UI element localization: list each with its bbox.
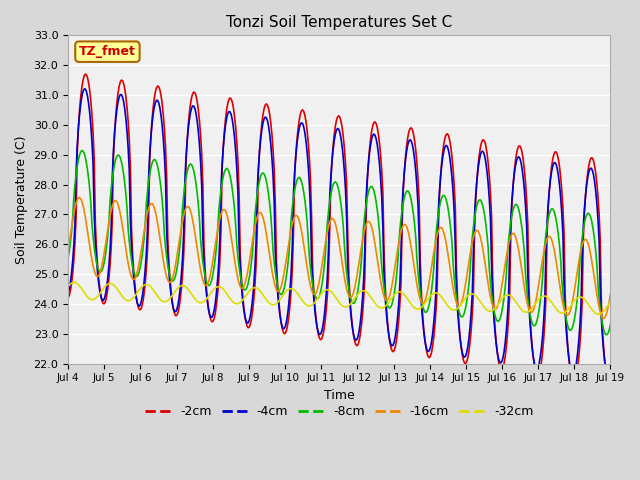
-4cm (464, 344, 472, 349)
-16cm (607, 291, 614, 297)
Line: -2cm: -2cm (68, 74, 611, 387)
Title: Tonzi Soil Temperatures Set C: Tonzi Soil Temperatures Set C (226, 15, 452, 30)
-2cm (81, 72, 89, 77)
-8cm (464, 291, 472, 297)
-32cm (558, 310, 566, 316)
-4cm (395, 300, 403, 306)
-4cm (607, 375, 614, 381)
-32cm (234, 301, 242, 307)
-2cm (558, 187, 566, 193)
-8cm (369, 185, 376, 191)
Legend: -2cm, -4cm, -8cm, -16cm, -32cm: -2cm, -4cm, -8cm, -16cm, -32cm (140, 400, 538, 423)
-2cm (607, 384, 614, 390)
-32cm (70, 279, 77, 285)
-8cm (64, 254, 72, 260)
-16cm (294, 215, 302, 220)
-4cm (558, 210, 566, 216)
Text: TZ_fmet: TZ_fmet (79, 45, 136, 58)
-16cm (395, 240, 403, 246)
Line: -4cm: -4cm (68, 89, 611, 380)
-2cm (234, 159, 242, 165)
-2cm (369, 123, 376, 129)
-2cm (294, 127, 302, 132)
-2cm (64, 295, 72, 300)
-16cm (234, 276, 242, 282)
-32cm (294, 291, 302, 297)
-32cm (395, 289, 403, 295)
-8cm (395, 242, 403, 248)
-8cm (607, 322, 614, 327)
-4cm (369, 132, 376, 138)
-4cm (234, 191, 242, 197)
X-axis label: Time: Time (324, 389, 355, 402)
-32cm (64, 284, 72, 289)
-4cm (294, 132, 302, 138)
-16cm (369, 228, 376, 234)
-16cm (64, 247, 72, 252)
Line: -8cm: -8cm (68, 151, 611, 335)
-8cm (604, 332, 611, 337)
-8cm (234, 254, 242, 260)
Line: -32cm: -32cm (68, 282, 611, 314)
-16cm (558, 295, 566, 300)
-8cm (294, 175, 302, 181)
-2cm (464, 355, 472, 361)
-8cm (558, 277, 566, 283)
-32cm (594, 312, 602, 317)
-32cm (607, 299, 614, 305)
-8cm (78, 148, 86, 154)
-4cm (64, 290, 72, 296)
-4cm (81, 86, 89, 92)
-16cm (600, 315, 607, 321)
-2cm (395, 317, 403, 323)
-16cm (76, 194, 83, 200)
-32cm (369, 297, 376, 303)
-16cm (464, 266, 472, 272)
Y-axis label: Soil Temperature (C): Soil Temperature (C) (15, 135, 28, 264)
Line: -16cm: -16cm (68, 197, 611, 318)
-4cm (605, 377, 613, 383)
-32cm (464, 293, 472, 299)
